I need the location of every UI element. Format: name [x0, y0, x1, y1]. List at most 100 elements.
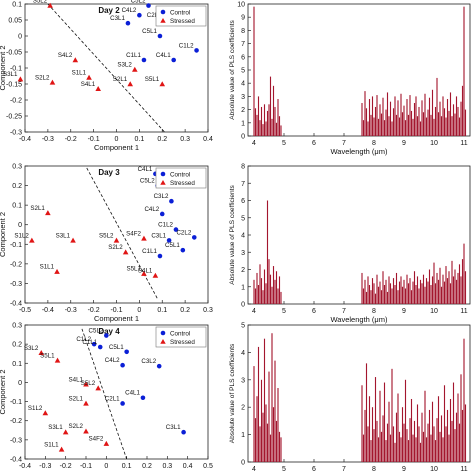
bar [437, 396, 440, 462]
bar [434, 440, 437, 462]
legend-stressed-label: Stressed [170, 339, 195, 346]
bar [262, 124, 264, 136]
y-tick-label: 3 [241, 377, 245, 384]
axes-box [24, 165, 209, 304]
point-label: C4L1 [156, 52, 171, 59]
bar [443, 385, 446, 462]
point-label: C3L2 [141, 358, 156, 365]
bar [409, 95, 411, 136]
bar [380, 431, 383, 462]
bar [419, 279, 422, 304]
y-tick-label: 5 [241, 215, 245, 222]
bar [422, 431, 425, 462]
bar [373, 117, 375, 136]
stressed-point [132, 66, 138, 72]
x-tick-label: 0.1 [157, 307, 167, 314]
bar [457, 106, 459, 136]
bar [397, 100, 399, 136]
x-tick-label: 0.5 [203, 463, 213, 470]
x-tick-label: 11 [460, 140, 467, 147]
y-axis-label: Component 2 [0, 212, 7, 257]
bar [422, 274, 425, 304]
bar [401, 407, 404, 462]
bar [257, 96, 260, 136]
control-point [124, 349, 129, 355]
point-label: S5L1 [40, 352, 55, 359]
y-tick-label: 0.05 [8, 18, 22, 25]
x-tick-label: -0.2 [60, 463, 72, 470]
y-tick-label: 2 [241, 107, 245, 114]
control-point [91, 341, 97, 347]
x-axis-label: Wavelength (μm) [331, 315, 388, 324]
control-point [97, 344, 103, 350]
point-label: S2L1 [113, 76, 128, 83]
y-tick-label: 0.1 [12, 2, 22, 9]
bar [454, 429, 456, 462]
bar [424, 286, 426, 304]
bar [260, 278, 263, 304]
x-tick-label: 0 [104, 463, 108, 470]
bar [367, 426, 369, 462]
bar [436, 418, 438, 462]
bar [397, 393, 399, 462]
bar [263, 338, 266, 462]
y-tick-label: -0.25 [6, 114, 22, 121]
stressed-point [70, 237, 76, 243]
x-tick-label: 6 [312, 140, 316, 147]
stressed-point [54, 268, 60, 274]
bar [463, 243, 465, 304]
bar [253, 279, 255, 304]
bar [265, 283, 267, 304]
bar [445, 117, 447, 136]
bar [253, 366, 255, 462]
point-label: C3L1 [110, 15, 125, 22]
bar [376, 420, 378, 462]
x-tick-label: 4 [252, 466, 256, 473]
bar [280, 125, 282, 136]
bar [277, 99, 279, 136]
bar [401, 112, 404, 136]
bar [424, 93, 426, 136]
control-point [159, 211, 165, 217]
point-label: S1L2 [14, 232, 29, 239]
bar [400, 93, 402, 136]
bar [278, 276, 281, 304]
point-label: C5L2 [89, 328, 104, 335]
bar [382, 271, 384, 304]
bar [422, 112, 425, 136]
bar [400, 437, 402, 462]
control-point [146, 3, 151, 8]
x-tick-label: -0.1 [88, 136, 100, 143]
x-tick-label: -0.3 [42, 136, 54, 143]
bar [457, 393, 459, 462]
bar [361, 385, 363, 462]
point-label: S5L2 [99, 232, 114, 239]
bar [409, 278, 411, 304]
x-tick-label: 5 [282, 466, 286, 473]
bar [365, 363, 368, 462]
bar [446, 99, 449, 136]
control-point [157, 33, 163, 39]
bar [268, 259, 270, 304]
y-tick-label: 1 [241, 432, 245, 439]
bar [443, 108, 446, 136]
bar [433, 426, 435, 462]
bar [275, 271, 278, 304]
legend-box [155, 167, 207, 189]
x-tick-label: 0 [137, 307, 141, 314]
bar [361, 103, 363, 136]
bar [445, 426, 447, 462]
bar [268, 104, 270, 136]
point-label: C3L1 [166, 424, 181, 431]
bar [446, 409, 449, 462]
bar [418, 288, 420, 304]
y-axis-label: Component 2 [0, 45, 7, 90]
stressed-point [127, 81, 134, 87]
bar [403, 279, 405, 304]
y-tick-label: 4 [241, 233, 245, 240]
x-tick-label: 7 [342, 140, 346, 147]
bar [377, 286, 380, 304]
point-label: S4F2 [89, 436, 104, 443]
bar [407, 440, 410, 462]
bar [389, 101, 392, 136]
